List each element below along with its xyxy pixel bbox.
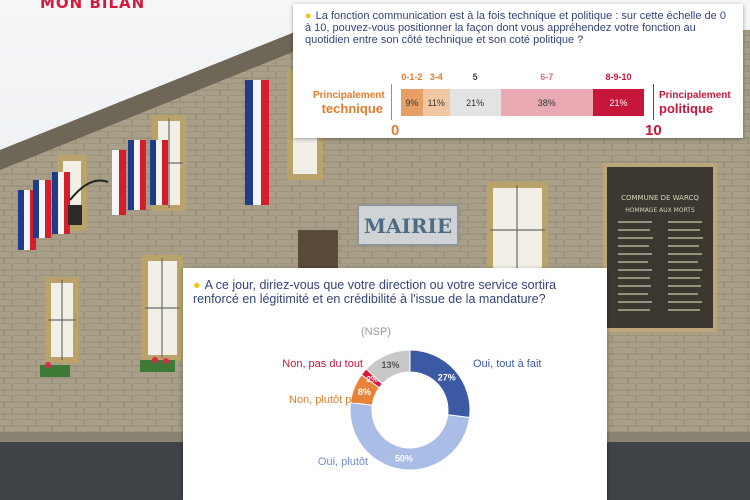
bar-segment: 38% <box>500 89 593 116</box>
plaque-title: COMMUNE DE WARCQ <box>621 194 699 202</box>
scale-max: 10 <box>645 122 662 139</box>
bar-segment-header: 6-7 <box>540 72 554 82</box>
donut-value-label: 8% <box>358 387 371 397</box>
right-label-top: Principalement <box>659 90 731 101</box>
survey1-question-block: ● La fonction communication est à la fois… <box>305 10 733 46</box>
survey2-question-block: ● A ce jour, diriez-vous que votre direct… <box>193 278 598 306</box>
bar-segment-header: 5 <box>472 72 478 82</box>
donut-chart: 27% 50% 8% 2% 13% <box>349 349 471 471</box>
donut-category-label: Oui, tout à fait <box>473 358 542 370</box>
bar-segment: 21% <box>592 89 644 116</box>
left-label-top: Principalement <box>313 90 385 101</box>
donut-value-label: 50% <box>395 454 413 464</box>
survey-card-donut: ● A ce jour, diriez-vous que votre direct… <box>183 268 607 500</box>
left-label-bottom: technique <box>321 101 383 116</box>
donut-slice <box>365 349 411 385</box>
plaque-subtitle: HOMMAGE AUX MORTS <box>625 207 695 214</box>
left-scale-label: Principalement technique <box>313 90 385 116</box>
mairie-sign: MAIRIE <box>364 214 452 238</box>
bar-segment-header: 3-4 <box>429 72 443 82</box>
bar-segment: 11% <box>422 89 450 116</box>
right-scale-line <box>653 84 654 120</box>
right-scale-label: Principalement politique <box>659 90 739 116</box>
donut-category-label: (NSP) <box>361 326 391 338</box>
survey1-question: La fonction communication est à la fois … <box>305 10 726 46</box>
scale-min: 0 <box>391 122 400 139</box>
brand-title: MON BILAN <box>40 0 146 12</box>
bar-segment: 9% <box>401 89 423 116</box>
survey2-question: A ce jour, diriez-vous que votre directi… <box>193 278 557 306</box>
bar-segment: 21% <box>449 89 501 116</box>
donut-value-label: 13% <box>382 360 400 370</box>
bullet-icon: ● <box>305 10 312 22</box>
bullet-icon: ● <box>193 278 201 292</box>
right-label-bottom: politique <box>659 101 714 116</box>
bar-segment-header: 0-1-2 <box>401 72 423 82</box>
donut-slice <box>409 349 471 419</box>
donut-value-label: 27% <box>438 373 456 383</box>
french-flags <box>18 80 269 250</box>
donut-category-label: Oui, plutôt <box>317 456 369 468</box>
donut-category-label: Non, plutôt pas <box>289 394 363 406</box>
survey-card-scale: ● La fonction communication est à la fois… <box>293 4 743 139</box>
left-scale-line <box>391 84 392 120</box>
donut-value-label: 2% <box>366 375 378 384</box>
donut-slice <box>349 401 471 471</box>
donut-category-label: Non, pas du tout <box>282 358 363 370</box>
bar-segment-header: 8-9-10 <box>605 72 632 82</box>
